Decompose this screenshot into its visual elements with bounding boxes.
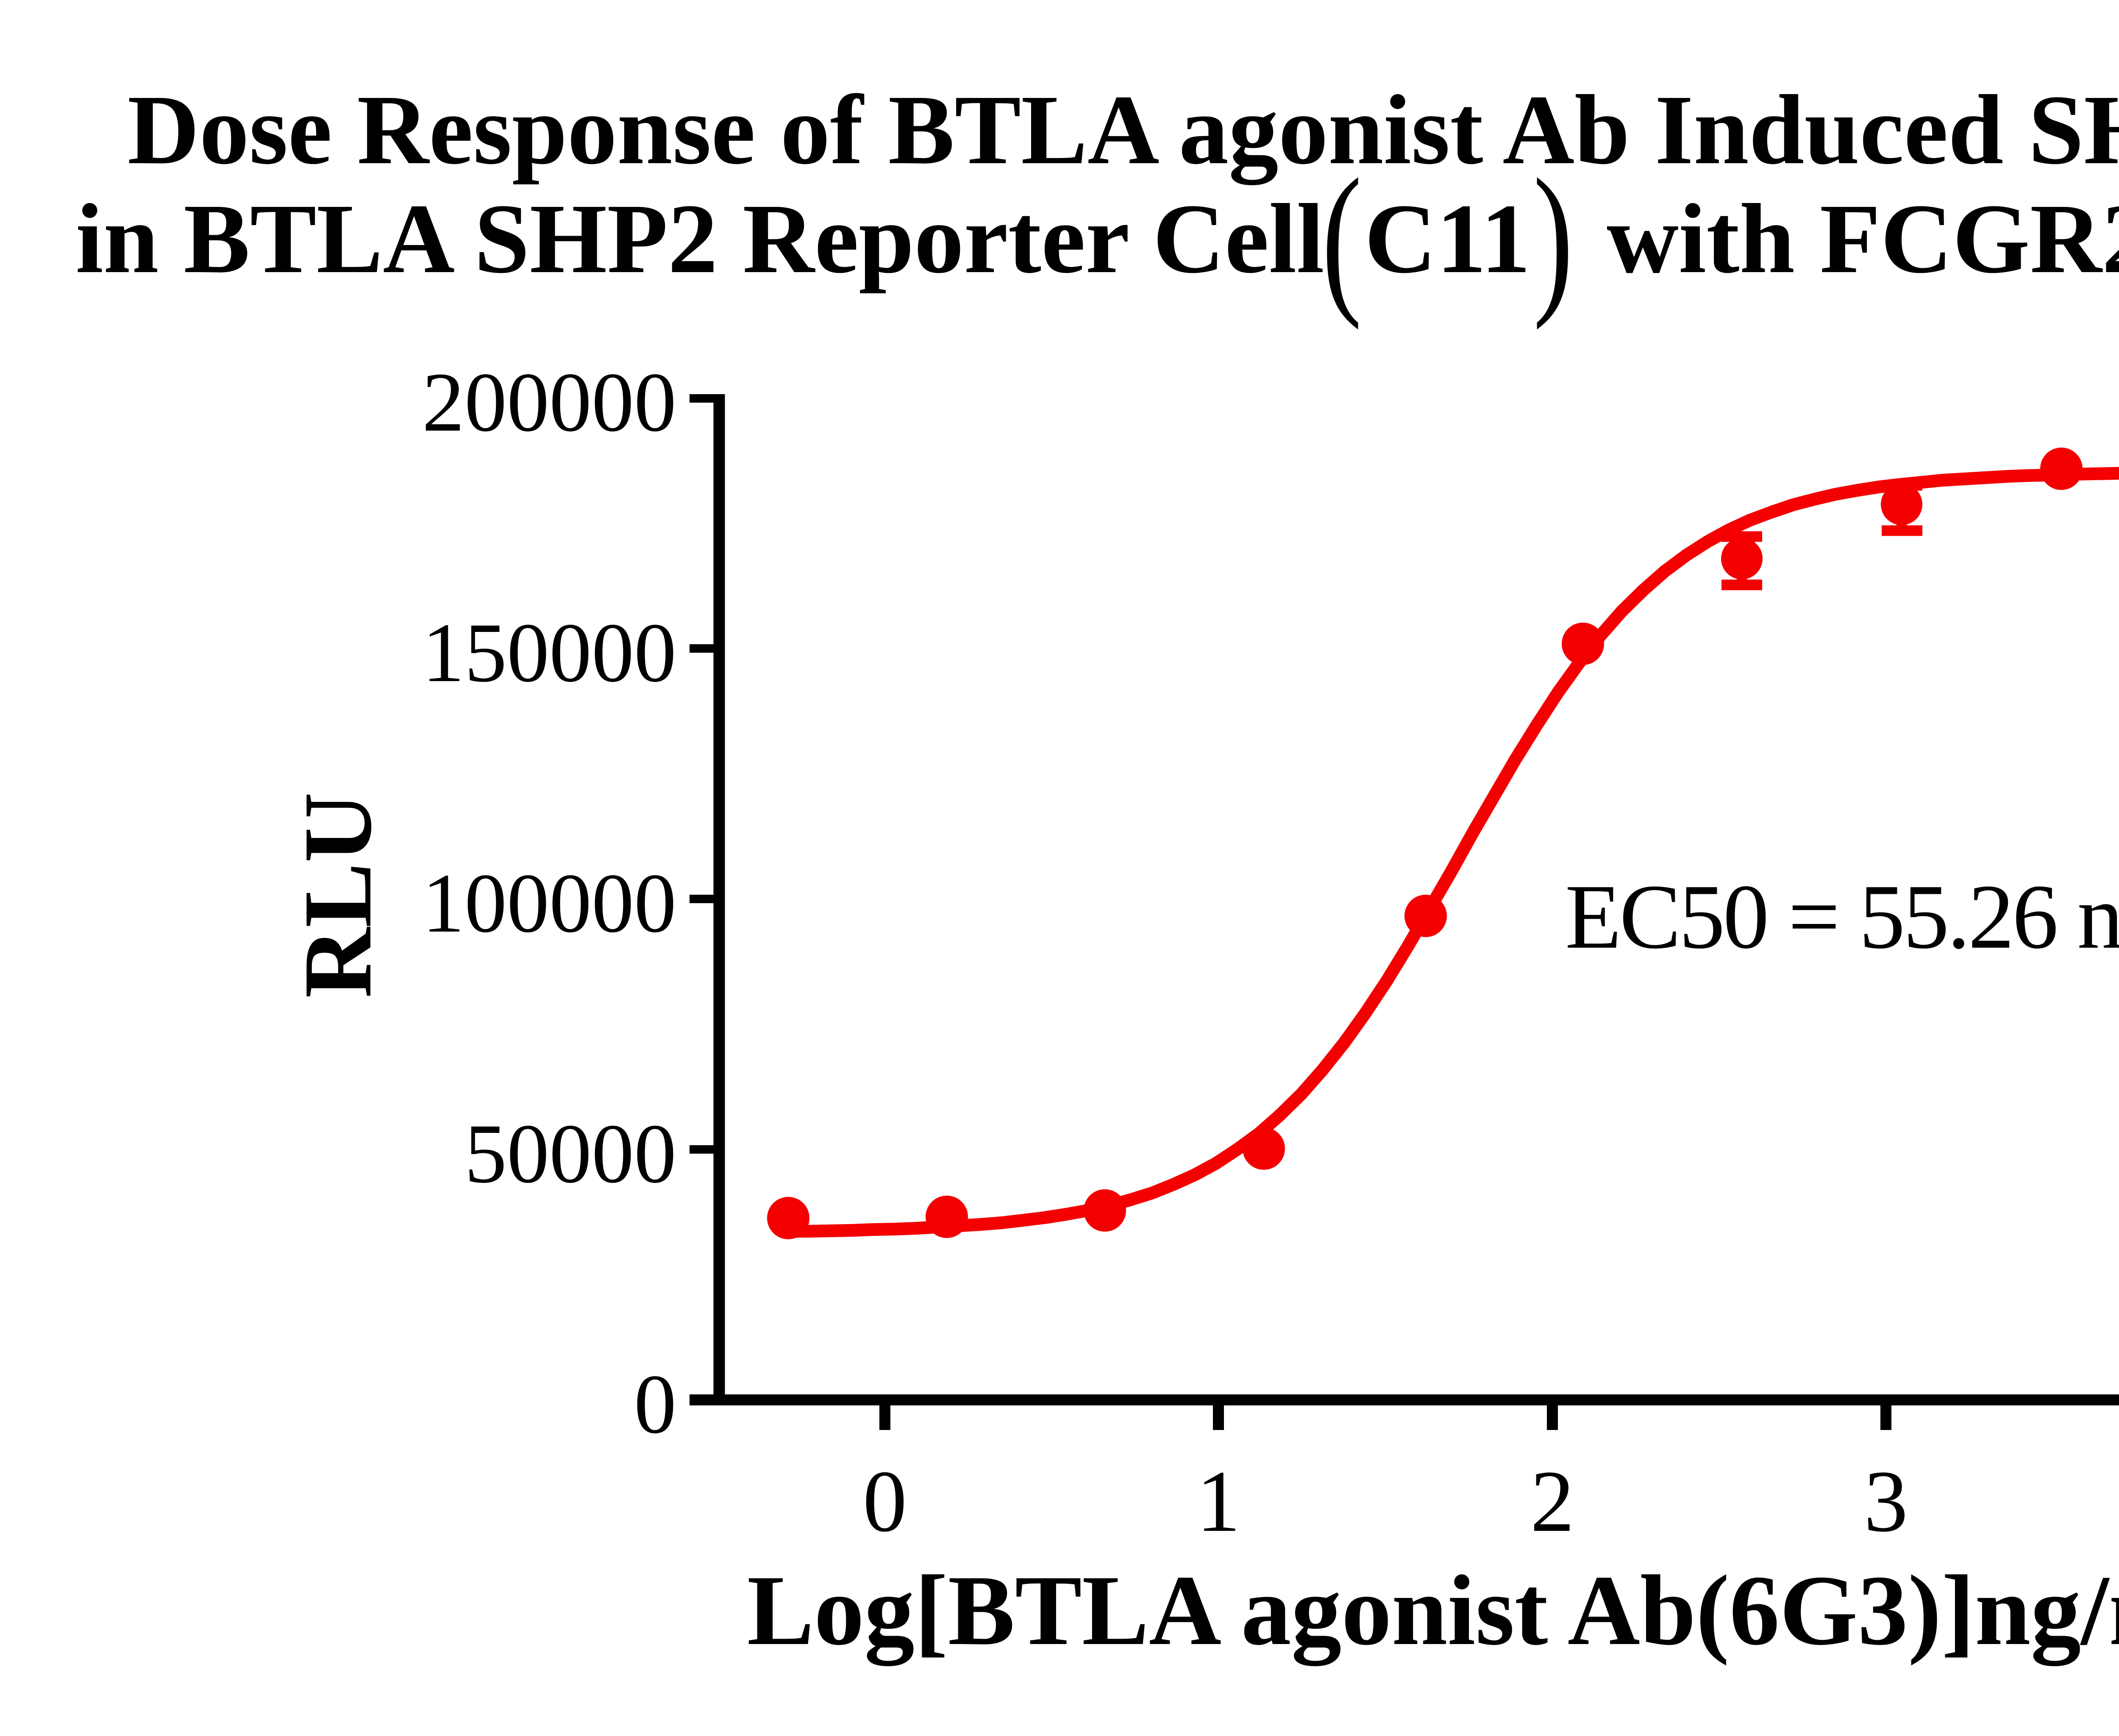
svg-text:0: 0 [863,1452,907,1550]
svg-text:RLU: RLU [284,792,392,998]
svg-text:Dose Response of BTLA agonist: Dose Response of BTLA agonist Ab Induced… [128,75,2119,185]
svg-text:0: 0 [634,1358,676,1451]
svg-text:Log[BTLA agonist Ab(6G3)]ng/ml: Log[BTLA agonist Ab(6G3)]ng/ml [747,1555,2119,1666]
svg-text:2: 2 [1530,1452,1574,1550]
svg-text:3: 3 [1864,1452,1908,1550]
svg-text:EC50 = 55.26 ng/ml: EC50 = 55.26 ng/ml [1565,866,2119,968]
svg-text:150000: 150000 [422,606,676,700]
svg-text:1: 1 [1196,1452,1240,1550]
svg-text:50000: 50000 [464,1107,676,1201]
svg-text:200000: 200000 [422,356,676,449]
svg-text:100000: 100000 [422,857,676,950]
